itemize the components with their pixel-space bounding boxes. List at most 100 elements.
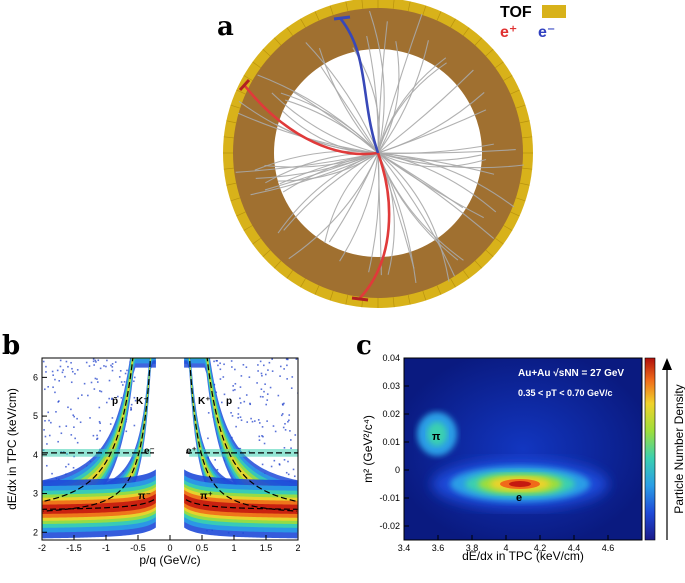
tof-segment (503, 75, 513, 81)
noise-hit (57, 440, 59, 443)
noise-hit (230, 360, 233, 362)
noise-hit (292, 468, 295, 471)
tof-segment (495, 61, 504, 69)
noise-hit (230, 411, 232, 414)
noise-hit (85, 361, 88, 364)
noise-hit (260, 388, 263, 391)
grey-track (271, 92, 379, 154)
tof-segment (495, 237, 504, 245)
noise-hit (52, 386, 54, 389)
noise-hit (277, 394, 280, 397)
noise-hit (70, 434, 73, 436)
noise-hit (243, 400, 246, 403)
tof-segment (450, 278, 456, 288)
tof-segment (226, 120, 237, 124)
noise-hit (98, 420, 101, 423)
noise-hit (133, 396, 136, 399)
noise-hit (51, 370, 54, 373)
noise-hit (76, 441, 79, 444)
noise-hit (76, 369, 79, 371)
noise-hit (207, 412, 210, 414)
noise-hit (71, 367, 73, 370)
noise-hit (92, 360, 95, 363)
noise-hit (226, 402, 229, 404)
tof-segment (230, 197, 241, 202)
tof-segment (243, 225, 253, 231)
noise-hit (133, 376, 136, 379)
noise-hit (94, 377, 97, 380)
noise-hit (55, 411, 57, 413)
tof-segment (300, 278, 306, 288)
expected-curve-pion (185, 499, 298, 510)
tof-segment (274, 37, 282, 46)
plot-c-frame (403, 357, 643, 541)
tof-segment (236, 211, 246, 217)
noise-hit (216, 360, 218, 362)
noise-hit (257, 370, 259, 372)
x-tick-label: 2 (295, 543, 300, 553)
tof-segment (392, 297, 395, 308)
tof-segment (515, 104, 526, 109)
noise-hit (248, 376, 251, 378)
noise-hit (239, 402, 242, 404)
noise-hit (265, 403, 268, 406)
tof-segment (300, 18, 306, 28)
x-tick-label: 0 (167, 543, 172, 553)
x-tick-label: -1.5 (66, 543, 82, 553)
noise-hit (130, 408, 133, 410)
tof-segment (462, 270, 470, 279)
plot-c-ylabel: m² (GeV²/c⁴) (361, 415, 375, 483)
noise-hit (232, 385, 234, 387)
tof-segment (485, 49, 494, 57)
grey-track (377, 152, 455, 277)
tof-segment (274, 260, 282, 269)
noise-hit (261, 426, 264, 428)
noise-hit (67, 365, 69, 368)
tof-segment (230, 104, 241, 109)
noise-hit (207, 437, 209, 440)
noise-hit (262, 396, 264, 398)
noise-hit (261, 435, 263, 437)
noise-hit (287, 473, 290, 476)
tof-segment (522, 136, 533, 139)
noise-hit (261, 463, 264, 466)
noise-hit (270, 465, 273, 468)
plot-b-ylabel: dE/dx in TPC (keV/cm) (5, 388, 19, 510)
electron-hit (333, 15, 351, 21)
panel-a-letter: a (217, 12, 234, 42)
noise-hit (287, 420, 289, 423)
tof-segment (519, 182, 530, 186)
noise-hit (92, 358, 95, 360)
noise-hit (45, 464, 48, 467)
grey-track (377, 57, 447, 154)
cluster-label-electron: e (516, 492, 522, 504)
tof-segment (515, 197, 526, 202)
y-tick-label: 0.01 (382, 437, 400, 447)
positron-track-2 (359, 152, 391, 299)
x-tick-label: 4 (503, 543, 508, 553)
noise-hit (59, 359, 62, 362)
label-kaon-plus: K⁺ (198, 396, 211, 407)
electron-cluster-l7 (509, 481, 531, 487)
noise-hit (44, 388, 46, 391)
colorbar-arrow-head (662, 358, 672, 370)
expected-curve (43, 358, 134, 502)
colorbar (644, 357, 656, 541)
noise-hit (111, 366, 114, 368)
noise-hit (219, 378, 222, 380)
low-momentum-gap (155, 358, 185, 540)
noise-hit (281, 403, 284, 405)
noise-hit (59, 365, 62, 368)
noise-hit (76, 417, 78, 420)
noise-hit (265, 373, 267, 376)
noise-hit (97, 359, 100, 362)
noise-hit (58, 425, 61, 428)
noise-hit (65, 465, 67, 468)
noise-hit (83, 382, 86, 385)
panel-b-dedx: b -2 -1.5 -1 -0.5 0 0.5 1 1.5 2 2 3 4 5 6 p̄ K⁻ e⁻ π⁻… (2, 331, 301, 567)
grey-track (368, 152, 380, 273)
noise-hit (118, 376, 121, 378)
plot-c-annotation-energy: Au+Au √sNN = 27 GeV (518, 368, 624, 379)
noise-hit (258, 439, 261, 441)
noise-hit (234, 388, 236, 391)
